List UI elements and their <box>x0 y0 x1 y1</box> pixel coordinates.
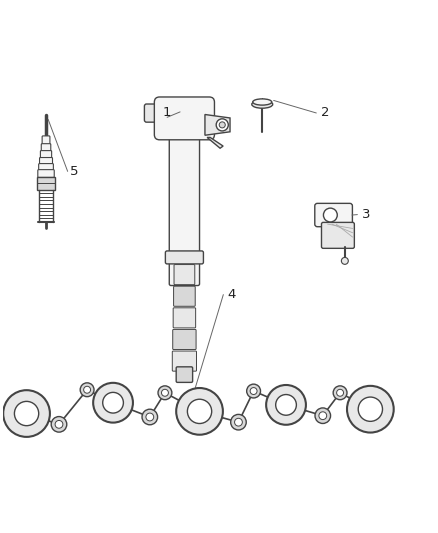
FancyBboxPatch shape <box>176 367 193 382</box>
Circle shape <box>219 122 225 128</box>
Circle shape <box>14 401 39 426</box>
Circle shape <box>55 421 63 428</box>
Circle shape <box>319 412 327 419</box>
Circle shape <box>84 386 91 393</box>
Circle shape <box>333 386 347 400</box>
Circle shape <box>146 413 154 421</box>
Circle shape <box>247 384 261 398</box>
Circle shape <box>347 386 394 433</box>
FancyBboxPatch shape <box>173 329 196 350</box>
Polygon shape <box>205 115 230 135</box>
Circle shape <box>276 394 297 415</box>
Circle shape <box>266 385 306 425</box>
Ellipse shape <box>252 100 273 108</box>
FancyBboxPatch shape <box>172 351 197 371</box>
Circle shape <box>162 389 168 396</box>
Circle shape <box>102 392 124 413</box>
Ellipse shape <box>253 99 272 105</box>
Text: 1: 1 <box>163 107 171 119</box>
Circle shape <box>80 383 94 397</box>
Circle shape <box>323 208 337 222</box>
Circle shape <box>187 399 212 424</box>
Text: 2: 2 <box>321 107 329 119</box>
Text: 4: 4 <box>228 288 236 301</box>
FancyBboxPatch shape <box>145 104 165 122</box>
Bar <box>37 176 55 190</box>
FancyBboxPatch shape <box>38 169 54 177</box>
FancyBboxPatch shape <box>39 164 53 172</box>
Text: 3: 3 <box>362 208 370 221</box>
FancyBboxPatch shape <box>42 136 50 146</box>
FancyBboxPatch shape <box>39 158 53 165</box>
Circle shape <box>51 417 67 432</box>
Circle shape <box>315 408 331 424</box>
Circle shape <box>216 119 228 131</box>
FancyBboxPatch shape <box>321 222 354 248</box>
FancyBboxPatch shape <box>41 144 51 152</box>
Circle shape <box>235 418 242 426</box>
Circle shape <box>93 383 133 423</box>
FancyBboxPatch shape <box>166 251 203 264</box>
Polygon shape <box>207 138 223 148</box>
FancyBboxPatch shape <box>169 133 200 286</box>
Circle shape <box>176 388 223 435</box>
Circle shape <box>231 414 246 430</box>
Circle shape <box>158 386 172 400</box>
FancyBboxPatch shape <box>154 97 215 140</box>
FancyBboxPatch shape <box>173 286 195 306</box>
FancyBboxPatch shape <box>173 308 196 328</box>
Circle shape <box>337 389 343 396</box>
FancyBboxPatch shape <box>40 151 52 159</box>
Circle shape <box>358 397 382 422</box>
Circle shape <box>250 387 257 394</box>
Circle shape <box>3 390 50 437</box>
FancyBboxPatch shape <box>174 264 195 285</box>
Circle shape <box>142 409 158 425</box>
FancyBboxPatch shape <box>315 204 353 227</box>
Text: 5: 5 <box>70 165 78 178</box>
Circle shape <box>341 257 348 264</box>
